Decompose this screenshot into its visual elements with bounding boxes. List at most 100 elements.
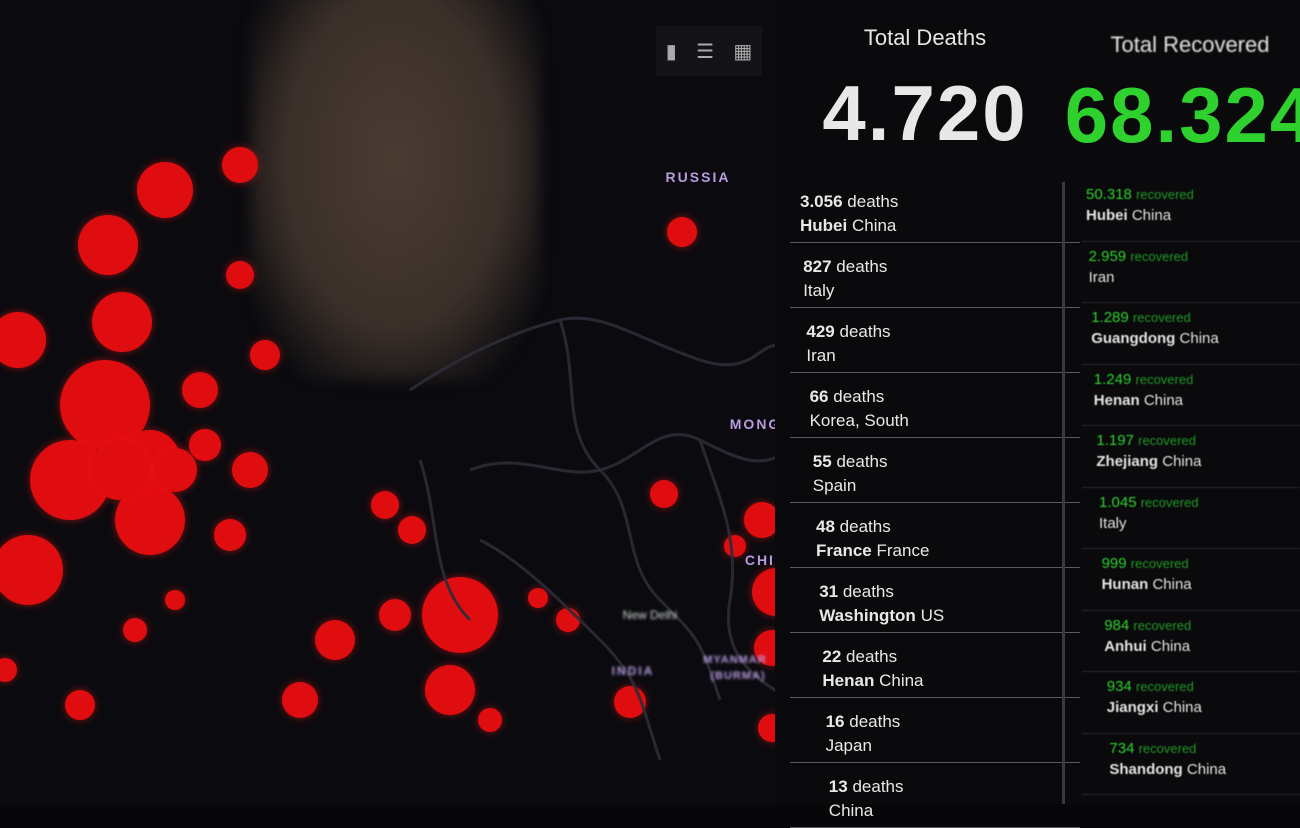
case-marker[interactable]: [315, 620, 355, 660]
recovered-list-item[interactable]: 999 recovered Hunan China: [1082, 549, 1300, 611]
case-marker[interactable]: [282, 682, 318, 718]
region-name: Shandong: [1109, 760, 1183, 778]
case-marker[interactable]: [0, 658, 17, 682]
deaths-list-item[interactable]: 13 deaths China: [790, 763, 1080, 828]
death-count: 31: [819, 582, 839, 601]
region-name: Jiangxi: [1106, 699, 1159, 716]
country-name: China: [1162, 453, 1202, 470]
case-marker[interactable]: [226, 261, 254, 289]
deaths-list-item[interactable]: 429 deaths Iran: [790, 308, 1080, 373]
case-marker[interactable]: [379, 599, 411, 631]
recovered-count: 984: [1104, 616, 1130, 634]
death-count: 3.056: [800, 192, 843, 211]
case-marker[interactable]: [182, 372, 218, 408]
case-marker[interactable]: [250, 340, 280, 370]
case-marker[interactable]: [90, 440, 150, 500]
recovered-list-item[interactable]: 1.289 recovered Guangdong China: [1082, 303, 1300, 365]
case-marker[interactable]: [78, 215, 138, 275]
country-name: China: [851, 216, 897, 235]
recovered-count: 50.318: [1086, 186, 1132, 203]
death-count: 16: [825, 712, 845, 731]
case-marker[interactable]: [528, 588, 548, 608]
deaths-list-item[interactable]: 22 deaths Henan China: [790, 633, 1080, 698]
country-name: Iran: [1088, 268, 1115, 286]
deaths-list-item[interactable]: 31 deaths Washington US: [790, 568, 1080, 633]
case-marker[interactable]: [422, 577, 498, 653]
region-name: Zhejiang: [1096, 453, 1159, 470]
map-label-myanmar: MYANMAR: [703, 654, 767, 666]
case-marker[interactable]: [650, 480, 678, 508]
case-marker[interactable]: [222, 147, 258, 183]
case-marker[interactable]: [371, 491, 399, 519]
region-name: Washington: [819, 606, 916, 625]
deaths-list-item[interactable]: 66 deaths Korea, South: [790, 373, 1080, 438]
recovered-list-item[interactable]: 1.249 recovered Henan China: [1082, 365, 1300, 426]
case-marker[interactable]: [425, 665, 475, 715]
country-name: Italy: [803, 281, 835, 300]
case-marker[interactable]: [214, 519, 246, 551]
deaths-list-item[interactable]: 827 deaths Italy: [790, 243, 1080, 308]
recovered-count: 934: [1106, 678, 1132, 695]
bookmark-icon[interactable]: ▮: [665, 40, 677, 63]
region-name: Guangdong: [1091, 330, 1176, 347]
case-marker[interactable]: [92, 292, 152, 352]
deaths-list-item[interactable]: 55 deaths Spain: [790, 438, 1080, 503]
death-unit: deaths: [849, 712, 901, 731]
deaths-list[interactable]: 3.056 deaths Hubei China 827 deaths Italy…: [790, 178, 1080, 828]
case-marker[interactable]: [478, 708, 502, 732]
total-recovered-title: Total Recovered: [1110, 32, 1270, 57]
recovered-list-item[interactable]: 1.197 recovered Zhejiang China: [1082, 426, 1300, 488]
case-marker[interactable]: [137, 162, 193, 218]
case-marker[interactable]: [189, 429, 221, 461]
recovered-list-item[interactable]: 734 recovered Shandong China: [1082, 734, 1300, 795]
death-unit: deaths: [839, 322, 891, 341]
map-label-india: INDIA: [611, 664, 655, 678]
total-recovered-value: 68.324: [1064, 71, 1300, 159]
case-marker[interactable]: [0, 535, 63, 605]
country-name: China: [1143, 391, 1184, 409]
case-marker[interactable]: [0, 312, 46, 368]
death-unit: deaths: [846, 647, 898, 666]
death-unit: deaths: [842, 582, 894, 601]
recovered-count: 1.197: [1096, 432, 1134, 449]
case-marker[interactable]: [123, 618, 147, 642]
case-marker[interactable]: [744, 502, 780, 538]
case-marker[interactable]: [667, 217, 697, 247]
scrollbar[interactable]: [1062, 182, 1065, 804]
case-marker[interactable]: [165, 590, 185, 610]
country-name: Spain: [812, 476, 857, 495]
recovered-list-item[interactable]: 2.959 recovered Iran: [1082, 242, 1300, 303]
country-name: Korea, South: [809, 411, 909, 430]
case-marker[interactable]: [398, 516, 426, 544]
country-name: US: [920, 606, 945, 625]
case-marker[interactable]: [232, 452, 268, 488]
recovered-list-item[interactable]: 984 recovered Anhui China: [1082, 611, 1300, 672]
recovered-count: 1.249: [1093, 370, 1132, 388]
recovered-list[interactable]: 50.318 recovered Hubei China 2.959 recove…: [1082, 180, 1300, 795]
case-marker[interactable]: [153, 448, 197, 492]
region-name: France: [816, 541, 872, 560]
list-icon[interactable]: ☰: [696, 40, 715, 63]
recovered-unit: recovered: [1133, 617, 1192, 633]
country-name: China: [879, 671, 924, 690]
region-name: Hunan: [1101, 576, 1149, 593]
country-name: China: [1186, 760, 1227, 778]
region-name: Hubei: [1086, 207, 1128, 224]
deaths-list-item[interactable]: 48 deaths France France: [790, 503, 1080, 568]
deaths-list-item[interactable]: 16 deaths Japan: [790, 698, 1080, 763]
recovered-unit: recovered: [1130, 556, 1189, 571]
recovered-list-item[interactable]: 50.318 recovered Hubei China: [1082, 180, 1300, 242]
death-unit: deaths: [836, 452, 888, 471]
recovered-unit: recovered: [1138, 740, 1197, 756]
recovered-list-item[interactable]: 1.045 recovered Italy: [1082, 488, 1300, 549]
case-marker[interactable]: [65, 690, 95, 720]
deaths-list-item[interactable]: 3.056 deaths Hubei China: [790, 178, 1080, 243]
world-map[interactable]: RUSSIA MONGO CHINA New Delhi INDIA MYANM…: [0, 0, 790, 804]
death-unit: deaths: [836, 257, 888, 276]
region-name: Henan: [822, 671, 875, 690]
country-name: Iran: [806, 346, 836, 365]
death-count: 429: [806, 322, 835, 341]
case-marker[interactable]: [556, 608, 580, 632]
qr-code-icon[interactable]: ▦: [733, 40, 753, 63]
recovered-list-item[interactable]: 934 recovered Jiangxi China: [1082, 672, 1300, 734]
